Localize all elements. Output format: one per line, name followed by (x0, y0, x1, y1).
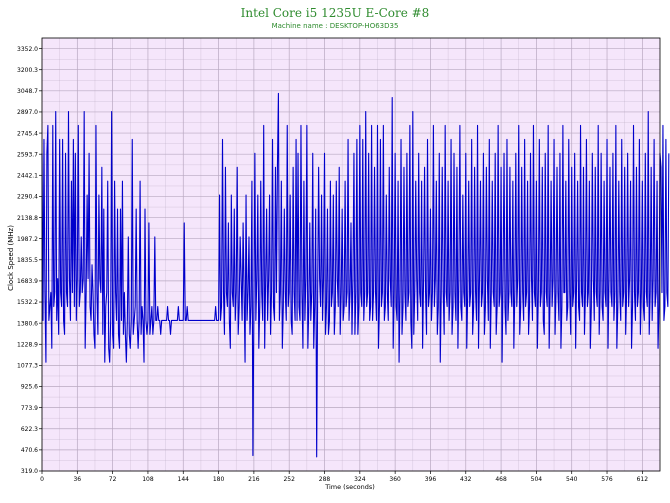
x-tick-label: 396 (425, 476, 437, 483)
y-tick-label: 1380.6 (17, 320, 38, 327)
y-tick-label: 3352.0 (17, 46, 38, 53)
y-tick-label: 470.6 (21, 447, 38, 454)
x-tick-label: 432 (460, 476, 472, 483)
y-tick-label: 1077.3 (17, 363, 38, 370)
x-tick-label: 324 (354, 476, 366, 483)
y-axis-label: Clock Speed (MHz) (7, 225, 15, 291)
y-tick-label: 319.0 (21, 468, 38, 475)
x-axis-label: Time (seconds) (324, 483, 375, 491)
x-tick-label: 72 (109, 476, 117, 483)
x-tick-label: 540 (566, 476, 578, 483)
y-tick-label: 3048.7 (17, 88, 38, 95)
plot-border (41, 37, 661, 472)
x-tick-label: 216 (248, 476, 260, 483)
y-tick-label: 2138.8 (17, 215, 38, 222)
chart-subtitle: Machine name : DESKTOP-HO63D35 (271, 22, 399, 30)
y-tick-label: 925.6 (21, 384, 38, 391)
series-line (41, 92, 670, 458)
x-tick-label: 504 (531, 476, 543, 483)
x-tick-label: 252 (283, 476, 295, 483)
y-tick-label: 1228.9 (17, 341, 38, 348)
y-tick-label: 773.9 (21, 405, 38, 412)
chart-title: Intel Core i5 1235U E-Core #8 (240, 6, 430, 20)
x-tick-label: 288 (319, 476, 331, 483)
y-tick-label: 2897.0 (17, 109, 38, 116)
x-tick-label: 0 (40, 476, 44, 483)
y-tick-label: 1835.5 (17, 257, 38, 264)
x-tick-label: 36 (73, 476, 81, 483)
y-tick-label: 2290.4 (17, 194, 38, 201)
x-tick-label: 180 (213, 476, 225, 483)
y-tick-label: 622.3 (21, 426, 38, 433)
y-tick-label: 2593.7 (17, 151, 38, 158)
x-tick-label: 612 (637, 476, 649, 483)
y-tick-label: 2442.1 (17, 173, 38, 180)
y-tick-label: 1532.2 (17, 299, 38, 306)
x-tick-label: 360 (389, 476, 401, 483)
x-tick-label: 468 (495, 476, 507, 483)
y-tick-label: 1683.9 (17, 278, 38, 285)
y-tick-label: 1987.2 (17, 236, 38, 243)
x-tick-label: 108 (142, 476, 154, 483)
x-tick-label: 144 (178, 476, 190, 483)
y-tick-label: 3200.3 (17, 67, 38, 74)
y-tick-label: 2745.4 (17, 130, 38, 137)
x-tick-label: 576 (601, 476, 613, 483)
